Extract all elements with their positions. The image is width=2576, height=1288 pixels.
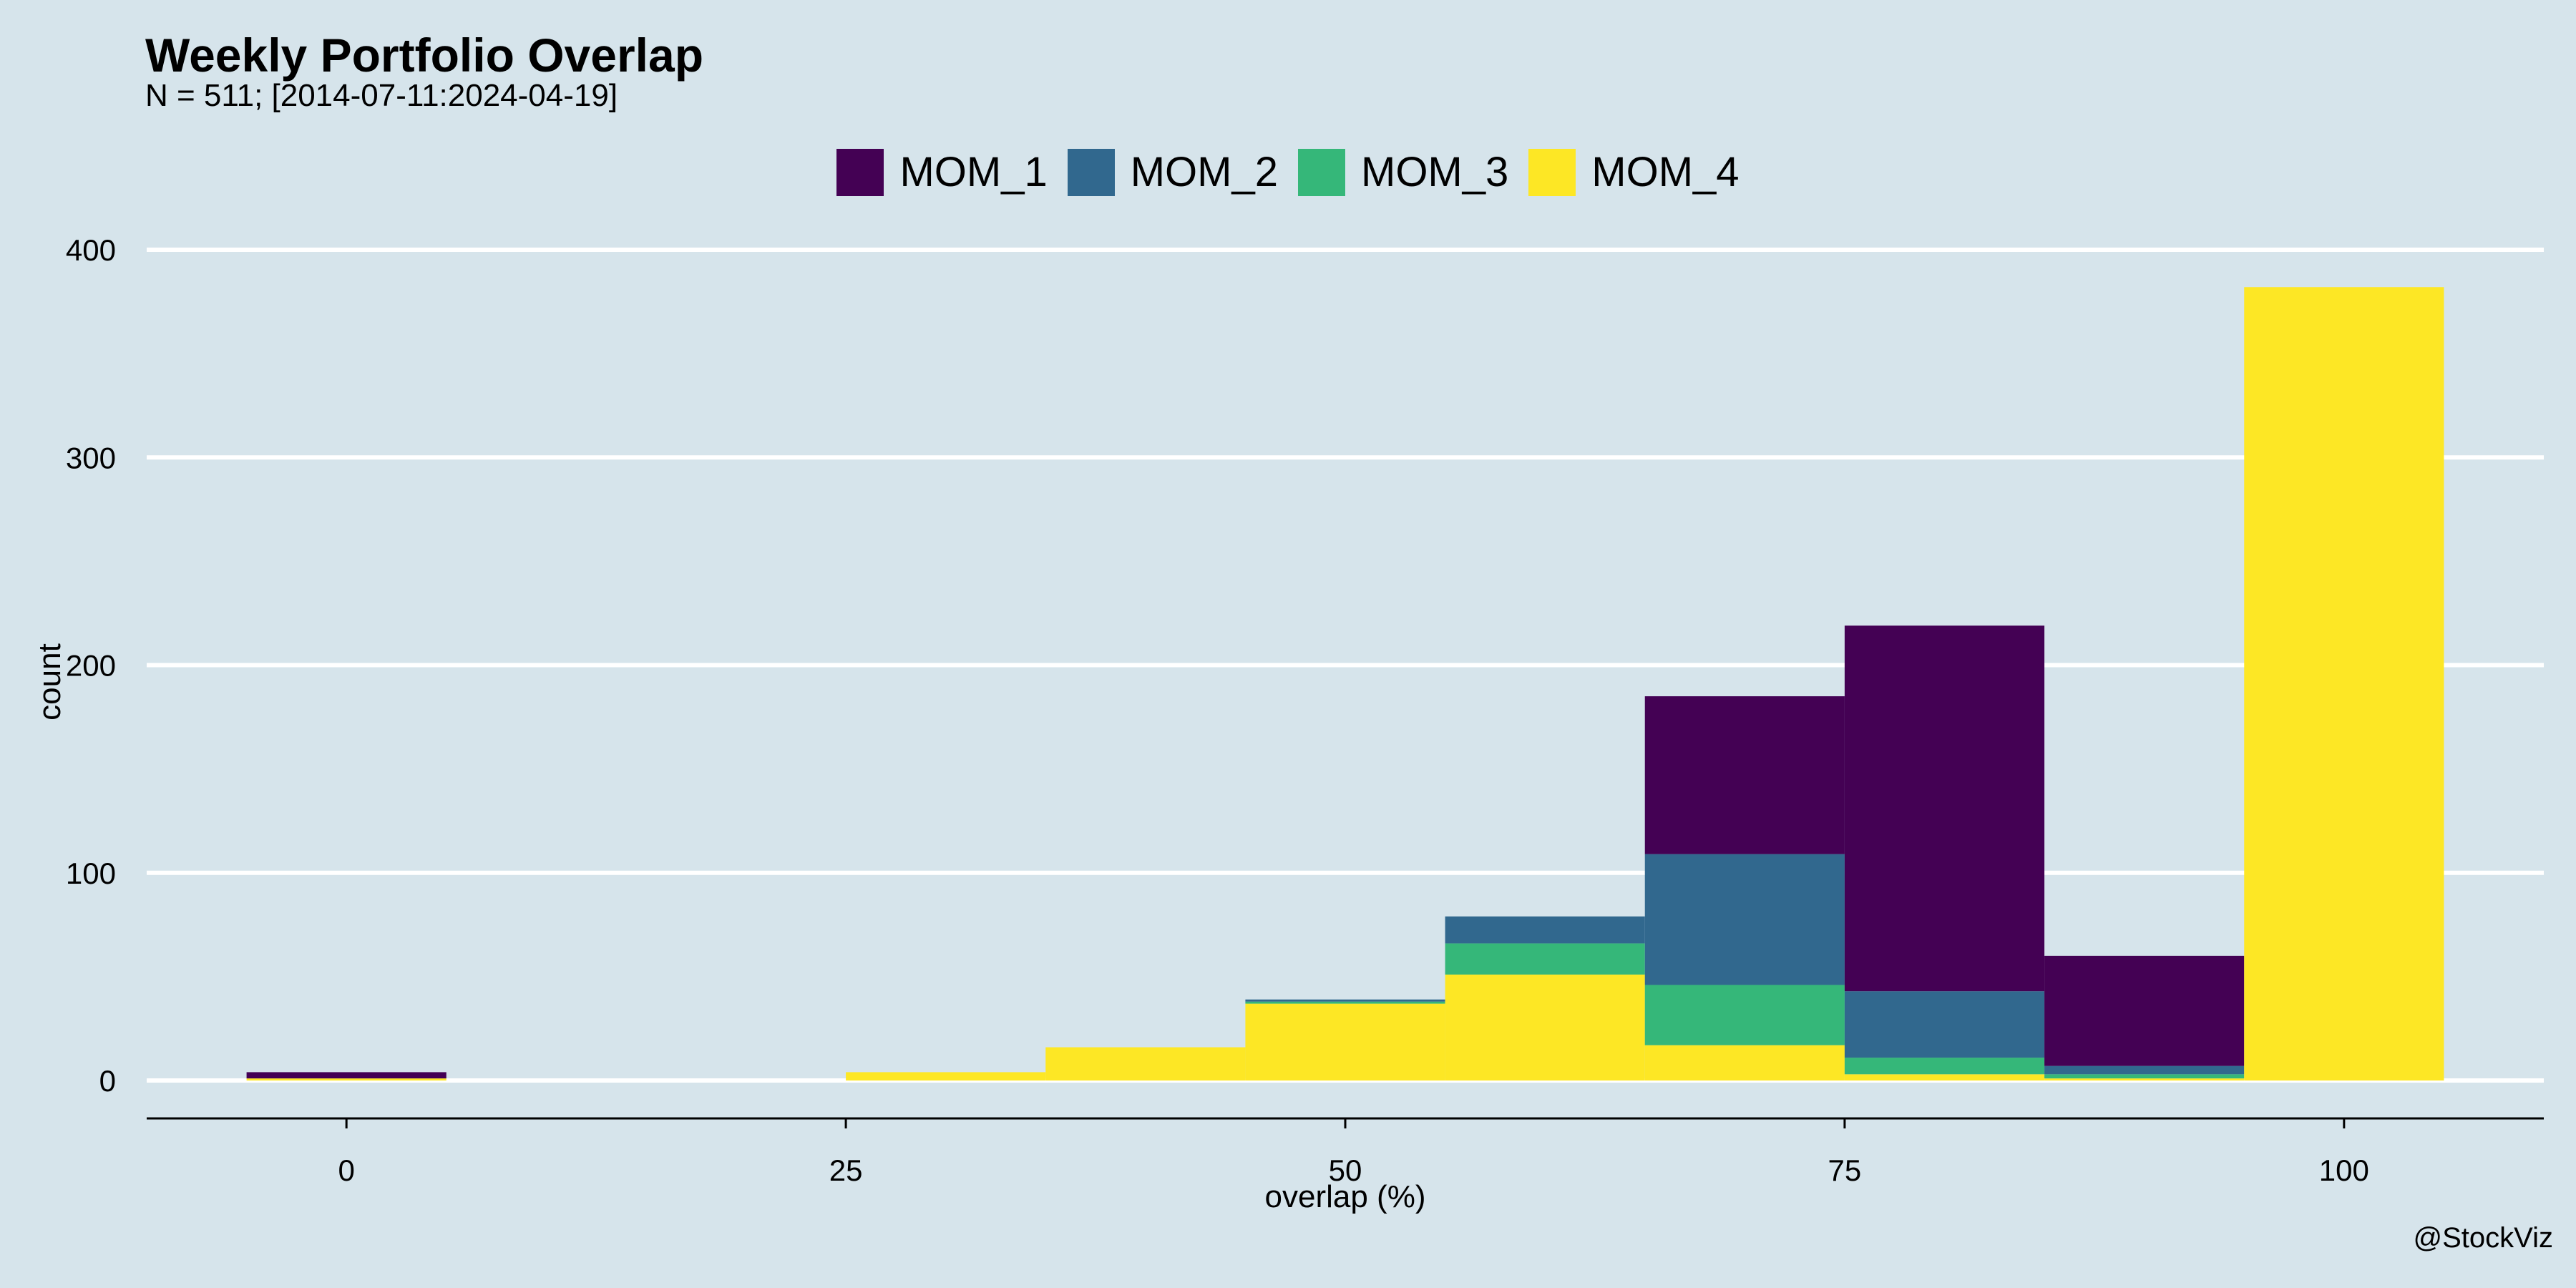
bar-mom-4 (246, 1078, 447, 1080)
x-tick-label: 0 (338, 1153, 354, 1187)
legend: MOM_1 MOM_2 MOM_3 MOM_4 (0, 147, 2576, 197)
legend-item-mom-4: MOM_4 (1528, 149, 1740, 196)
bar-mom-3 (1644, 985, 1845, 1045)
axes: 0 100 200 300 400 0 25 50 75 100 (66, 233, 2544, 1187)
bar-mom-2 (1644, 854, 1845, 985)
bar-mom-2 (1844, 991, 2045, 1058)
y-tick-label: 0 (99, 1064, 116, 1098)
bar-mom-1 (2044, 955, 2245, 1066)
y-tick-label: 200 (66, 649, 116, 683)
bar-mom-2 (1245, 999, 1445, 1002)
y-tick-label: 300 (66, 441, 116, 474)
bar-mom-1 (1844, 625, 2045, 992)
bar-mom-4 (2244, 287, 2444, 1080)
bar-mom-3 (1445, 943, 1645, 975)
legend-label-mom-3: MOM_3 (1361, 149, 1509, 195)
x-axis-title: overlap (%) (1265, 1179, 1426, 1214)
x-tick-label: 25 (829, 1153, 863, 1187)
x-tick-label: 100 (2319, 1153, 2369, 1187)
legend-swatch-mom-4 (1528, 149, 1576, 196)
credit-text: @StockViz (2413, 1222, 2554, 1254)
legend-label-mom-4: MOM_4 (1591, 149, 1740, 195)
y-axis-title: count (32, 643, 67, 721)
legend-item-mom-3: MOM_3 (1298, 149, 1508, 196)
legend-label-mom-1: MOM_1 (899, 149, 1048, 195)
bar-mom-4 (2044, 1078, 2245, 1080)
bar-mom-1 (246, 1072, 447, 1079)
bar-mom-2 (1445, 916, 1645, 944)
legend-swatch-mom-3 (1298, 149, 1345, 196)
bar-mom-4 (1844, 1074, 2045, 1080)
legend-item-mom-2: MOM_2 (1067, 149, 1278, 196)
bar-mom-1 (1644, 696, 1845, 854)
legend-swatch-mom-1 (836, 149, 884, 196)
bar-mom-3 (2044, 1074, 2245, 1079)
legend-item-mom-1: MOM_1 (836, 149, 1048, 196)
x-tick-label: 50 (1329, 1153, 1362, 1187)
bar-mom-4 (1045, 1047, 1246, 1080)
y-tick-label: 400 (66, 233, 116, 267)
bar-mom-4 (1445, 974, 1645, 1080)
chart-title: Weekly Portfolio Overlap (145, 29, 704, 82)
bar-mom-4 (846, 1072, 1046, 1080)
chart-subtitle: N = 511; [2014-07-11:2024-04-19] (145, 78, 618, 113)
bar-mom-4 (1644, 1045, 1845, 1080)
bar-mom-2 (2044, 1065, 2245, 1075)
legend-label-mom-2: MOM_2 (1130, 149, 1278, 195)
x-tick-label: 75 (1828, 1153, 1862, 1187)
y-tick-label: 100 (66, 857, 116, 890)
bars (246, 287, 2444, 1080)
bar-mom-3 (1844, 1058, 2045, 1075)
bar-mom-3 (1245, 1001, 1445, 1004)
bar-mom-4 (1245, 1003, 1445, 1080)
legend-swatch-mom-2 (1067, 149, 1115, 196)
